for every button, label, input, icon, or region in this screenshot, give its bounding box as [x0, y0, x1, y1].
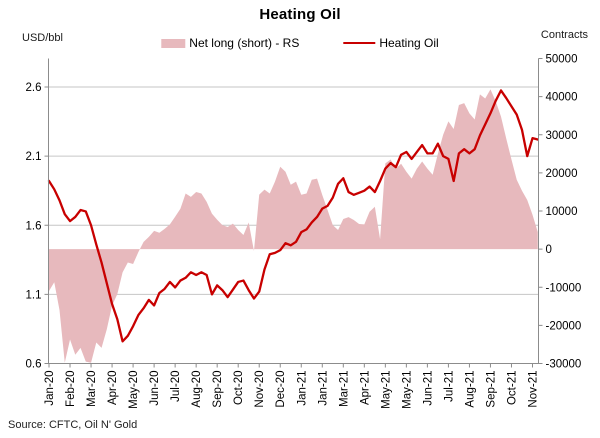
- chart-legend: Net long (short) - RS Heating Oil: [161, 36, 439, 50]
- source-note: Source: CFTC, Oil N' Gold: [8, 419, 138, 431]
- x-tick-label: May-21: [380, 371, 392, 409]
- legend-label-heating-oil: Heating Oil: [379, 36, 439, 50]
- left-tick-label: 0.6: [26, 359, 42, 371]
- x-tick-label: Feb-20: [65, 371, 77, 407]
- chart-title: Heating Oil: [259, 6, 341, 23]
- x-tick-label: Aug-20: [191, 371, 203, 408]
- right-axis-unit-label: Contracts: [540, 29, 588, 41]
- left-tick-label: 1.1: [26, 289, 42, 301]
- left-axis-unit-label: USD/bbl: [22, 32, 63, 44]
- x-tick-label: Oct-20: [233, 371, 245, 406]
- x-tick-label: Sep-20: [212, 371, 224, 408]
- x-tick-label: Jan-21: [296, 371, 308, 406]
- right-tick-label: 0: [546, 244, 552, 256]
- right-tick-label: -10000: [546, 282, 582, 294]
- x-tick-label: Nov-21: [528, 371, 540, 408]
- x-tick-label: Oct-21: [506, 371, 518, 406]
- right-tick-label: 50000: [546, 54, 578, 66]
- net-long-area-series: [49, 89, 538, 363]
- right-tick-label: 30000: [546, 130, 578, 142]
- right-tick-label: 10000: [546, 206, 578, 218]
- x-tick-label: May-21: [401, 371, 413, 409]
- right-tick-label: -20000: [546, 320, 582, 332]
- x-tick-label: Dec-20: [275, 371, 287, 408]
- legend-item-heating-oil: Heating Oil: [343, 36, 439, 50]
- x-tick-label: Nov-20: [254, 371, 266, 408]
- x-tick-label: Jun-21: [422, 371, 434, 406]
- legend-label-net-long: Net long (short) - RS: [189, 36, 300, 50]
- legend-item-net-long: Net long (short) - RS: [161, 36, 299, 50]
- x-tick-label: Jul-21: [443, 371, 455, 402]
- x-tick-label: Sep-21: [485, 371, 497, 408]
- right-tick-label: -30000: [546, 359, 582, 371]
- x-tick-label: May-20: [128, 371, 140, 409]
- x-tick-label: Mar-21: [338, 371, 350, 407]
- heating-oil-line-series: [47, 89, 539, 343]
- left-tick-label: 2.6: [26, 82, 42, 94]
- right-tick-label: 20000: [546, 168, 578, 180]
- left-tick-label: 2.1: [26, 151, 42, 163]
- x-tick-label: Apr-20: [107, 371, 119, 406]
- x-tick-label: Jul-20: [170, 371, 182, 402]
- x-tick-label: Mar-20: [86, 371, 98, 407]
- x-tick-label: Jun-20: [149, 371, 161, 406]
- x-tick-label: Aug-21: [464, 371, 476, 408]
- x-tick-label: Apr-21: [359, 371, 371, 406]
- x-tick-label: Jan-20: [44, 371, 56, 406]
- right-tick-label: 40000: [546, 92, 578, 104]
- x-tick-label: Jan-21: [317, 371, 329, 406]
- left-tick-label: 1.6: [26, 220, 42, 232]
- area-swatch-icon: [161, 38, 186, 48]
- line-swatch-icon: [343, 41, 376, 45]
